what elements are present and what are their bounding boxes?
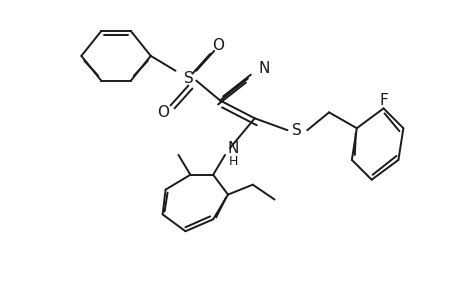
Text: O: O — [212, 38, 224, 53]
Text: N: N — [227, 140, 238, 155]
Text: S: S — [292, 123, 302, 138]
Text: O: O — [156, 105, 168, 120]
Text: H: H — [228, 155, 237, 168]
Text: S: S — [183, 71, 193, 86]
Text: F: F — [378, 93, 387, 108]
Text: N: N — [258, 61, 270, 76]
